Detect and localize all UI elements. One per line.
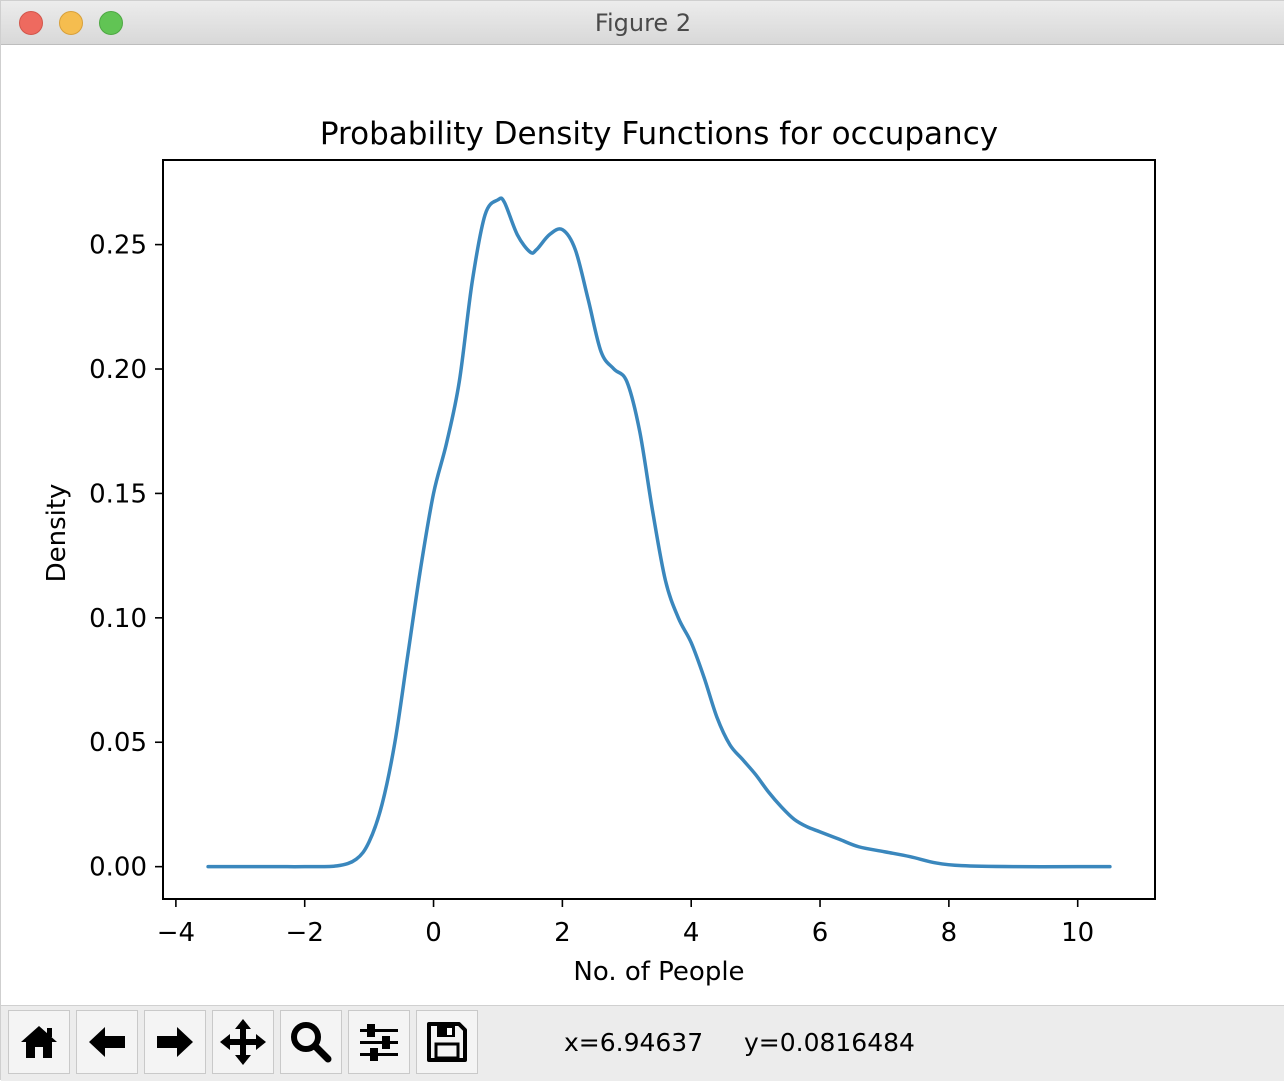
x-tick-label: 6	[812, 918, 829, 948]
close-window-button[interactable]	[19, 11, 43, 35]
y-tick-label: 0.10	[89, 604, 147, 634]
x-tick-label: 4	[683, 918, 700, 948]
save-button[interactable]	[416, 1010, 478, 1074]
magnifier-icon	[291, 1022, 332, 1063]
x-tick-label: −2	[286, 918, 324, 948]
minimize-window-button[interactable]	[59, 11, 83, 35]
x-coordinate-readout: x=6.94637	[564, 1028, 704, 1057]
floppy-disk-icon	[427, 1022, 467, 1062]
chart-title: Probability Density Functions for occupa…	[320, 116, 998, 152]
x-tick-label: −4	[157, 918, 195, 948]
title-bar[interactable]: Figure 2	[1, 1, 1284, 45]
x-tick-label: 10	[1061, 918, 1094, 948]
x-tick-label: 0	[425, 918, 442, 948]
axis-ticks: −4 −2 0 2 4 6 8 10 0.00 0.05 0.10 0.15 0.20 0.25	[89, 231, 1094, 948]
arrow-right-icon	[157, 1027, 193, 1057]
y-tick-label: 0.15	[89, 479, 147, 509]
figure-canvas[interactable]: Probability Density Functions for occupa…	[1, 45, 1284, 1005]
home-button[interactable]	[8, 1010, 70, 1074]
navigation-toolbar: x=6.94637 y=0.0816484	[1, 1005, 1284, 1081]
density-series-line	[206, 196, 1112, 869]
y-tick-label: 0.25	[89, 231, 147, 261]
y-axis-label: Density	[42, 484, 72, 583]
configure-subplots-button[interactable]	[348, 1010, 410, 1074]
window-title: Figure 2	[594, 9, 692, 37]
maximize-window-button[interactable]	[99, 11, 123, 35]
density-chart: Probability Density Functions for occupa…	[42, 116, 1156, 987]
y-tick-label: 0.20	[89, 355, 147, 385]
zoom-button[interactable]	[280, 1010, 342, 1074]
y-tick-label: 0.05	[89, 728, 147, 758]
pan-button[interactable]	[212, 1010, 274, 1074]
y-coordinate-readout: y=0.0816484	[744, 1028, 915, 1057]
y-tick-label: 0.00	[89, 853, 147, 883]
sliders-icon	[360, 1024, 398, 1061]
arrow-left-icon	[89, 1027, 125, 1057]
x-tick-label: 2	[554, 918, 571, 948]
home-icon	[21, 1026, 57, 1058]
forward-button[interactable]	[144, 1010, 206, 1074]
plot-area-frame	[162, 159, 1156, 900]
back-button[interactable]	[76, 1010, 138, 1074]
x-tick-label: 8	[941, 918, 958, 948]
move-icon	[220, 1019, 266, 1065]
x-axis-label: No. of People	[573, 957, 744, 987]
